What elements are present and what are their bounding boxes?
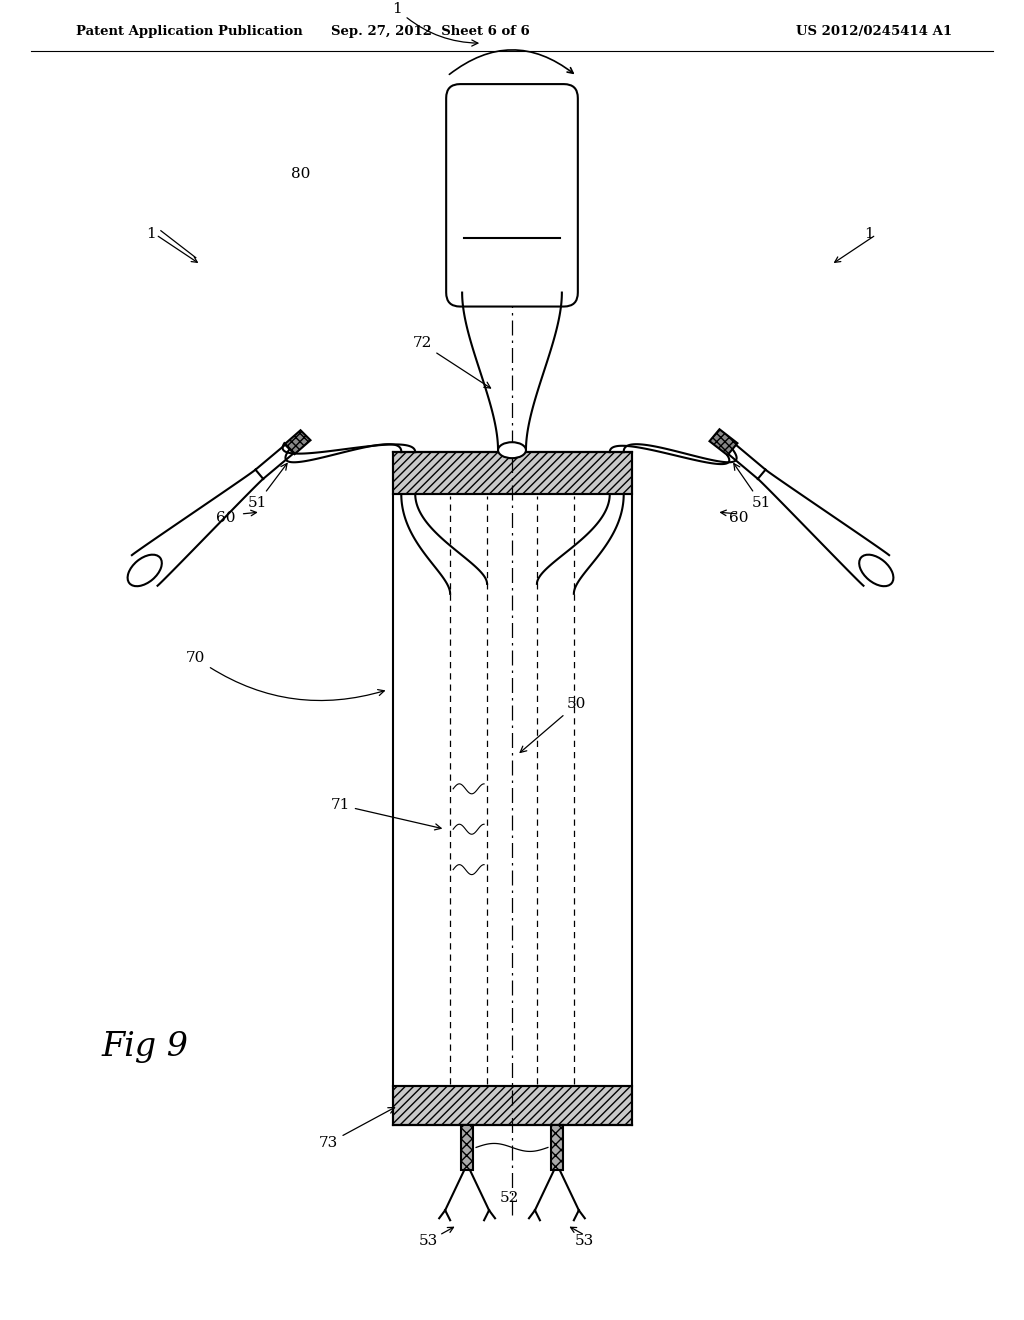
Text: 71: 71 [331,799,441,830]
Text: 50: 50 [520,697,586,752]
Text: 53: 53 [419,1234,438,1249]
Text: US 2012/0245414 A1: US 2012/0245414 A1 [796,25,952,38]
Text: 60: 60 [729,511,749,525]
Text: 60: 60 [216,511,236,525]
Ellipse shape [498,442,526,458]
Text: 51: 51 [248,463,287,510]
Polygon shape [710,429,737,455]
Polygon shape [285,430,310,454]
Text: 53: 53 [574,1234,594,1249]
FancyBboxPatch shape [446,84,578,306]
Text: 80: 80 [291,166,310,181]
Ellipse shape [128,554,162,586]
Text: Sep. 27, 2012  Sheet 6 of 6: Sep. 27, 2012 Sheet 6 of 6 [331,25,529,38]
Text: 70: 70 [185,651,384,701]
Text: 52: 52 [500,1191,519,1205]
Text: 1: 1 [864,227,873,240]
Bar [393,1085,632,1126]
Text: 72: 72 [413,337,490,388]
Text: 1: 1 [145,227,156,240]
Text: Fig 9: Fig 9 [101,1031,188,1063]
Text: 1: 1 [392,3,478,46]
Bar [461,1126,473,1171]
Text: 51: 51 [734,463,771,510]
Ellipse shape [859,554,893,586]
Text: Patent Application Publication: Patent Application Publication [76,25,303,38]
Text: 73: 73 [318,1107,394,1151]
Bar [551,1126,563,1171]
Bar [393,453,632,494]
